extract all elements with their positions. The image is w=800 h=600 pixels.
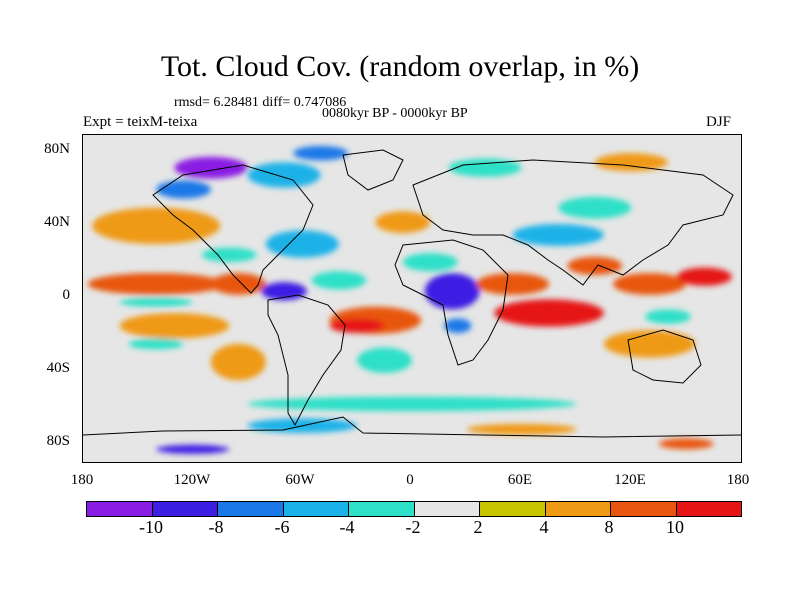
colorbar-box-0 (87, 502, 153, 516)
anomaly-region-15 (424, 273, 480, 310)
map-panel (82, 134, 742, 463)
coast-greenland (342, 149, 404, 191)
colorbar-box-8 (611, 502, 677, 516)
colorbar-label-m10: -10 (139, 517, 163, 537)
coast-antarctica (83, 416, 741, 438)
colorbar-box-2 (218, 502, 284, 516)
anomaly-region-24 (603, 330, 696, 358)
anomaly-region-18 (494, 299, 604, 327)
anomaly-region-8 (265, 230, 339, 258)
anomaly-region-1 (87, 273, 225, 295)
anomaly-region-35 (466, 423, 577, 435)
colorbar-label-4: 4 (539, 517, 549, 537)
anomaly-region-3 (119, 313, 230, 339)
anomaly-region-19 (512, 224, 604, 246)
colorbar-label-m6: -6 (274, 517, 290, 537)
lat-label-40n: 40N (44, 214, 70, 230)
anomaly-fields (87, 145, 732, 454)
anomaly-region-21 (567, 256, 623, 275)
anomaly-region-20 (558, 196, 632, 219)
time-period-label: 0080kyr BP - 0000kyr BP (322, 106, 468, 121)
anomaly-region-16 (443, 318, 472, 334)
anomaly-region-11 (329, 318, 385, 334)
colorbar-box-5 (414, 502, 480, 516)
lon-label-120e: 120E (614, 472, 646, 488)
anomaly-region-12 (357, 347, 413, 373)
lon-label-60w: 60W (285, 472, 315, 488)
colorbar-box-1 (152, 502, 218, 516)
anomaly-region-13 (375, 211, 431, 234)
anomaly-region-27 (156, 180, 211, 199)
anomaly-region-4 (210, 343, 266, 381)
coast-australia (627, 329, 702, 384)
coast-south-america (267, 294, 346, 427)
colorbar-box-3 (283, 502, 349, 516)
lon-label-180e: 180 (726, 472, 750, 488)
rmsd-diff-stats: rmsd= 6.28481 diff= 0.747086 (174, 95, 347, 110)
colorbar-box-6 (480, 502, 546, 516)
anomaly-region-17 (475, 273, 550, 295)
colorbar-box-7 (545, 502, 611, 516)
anomaly-region-36 (156, 444, 230, 454)
anomaly-region-22 (613, 273, 687, 295)
colorbar-label-10: 10 (666, 517, 684, 537)
anomaly-region-9 (311, 271, 367, 290)
anomaly-region-26 (128, 338, 184, 350)
anomaly-region-25 (645, 309, 691, 324)
chart-title: Tot. Cloud Cov. (random overlap, in %) (160, 50, 640, 83)
anomaly-region-6 (201, 247, 257, 263)
lat-label-80n: 80N (44, 141, 70, 157)
anomaly-region-29 (247, 162, 321, 188)
lat-label-40s: 40S (46, 360, 70, 376)
lon-label-120w: 120W (173, 472, 211, 488)
lat-label-0: 0 (62, 287, 71, 303)
lat-label-80s: 80S (46, 433, 70, 449)
anomaly-region-23 (677, 267, 732, 286)
anomaly-region-2 (119, 297, 193, 307)
lon-label-0: 0 (406, 472, 414, 488)
colorbar-label-8: 8 (604, 517, 614, 537)
coastlines (83, 149, 741, 438)
coast-north-america (152, 164, 314, 294)
lon-label-180w: 180 (70, 472, 94, 488)
colorbar (86, 501, 742, 517)
coast-africa (394, 239, 509, 366)
colorbar-box-4 (349, 502, 415, 516)
anomaly-region-32 (594, 153, 668, 172)
cloud-cover-map (83, 135, 741, 462)
colorbar-label-m4: -4 (339, 517, 355, 537)
anomaly-region-30 (293, 145, 349, 161)
colorbar-label-m2: -2 (405, 517, 421, 537)
lon-label-60e: 60E (507, 472, 533, 488)
anomaly-region-37 (658, 438, 714, 450)
anomaly-region-33 (247, 396, 577, 412)
colorbar-label-m8: -8 (208, 517, 224, 537)
anomaly-region-28 (174, 156, 248, 179)
colorbar-box-9 (676, 502, 741, 516)
anomaly-region-14 (402, 253, 458, 272)
anomaly-region-5 (210, 273, 266, 295)
season-label: DJF (706, 114, 732, 130)
anomaly-region-31 (448, 158, 522, 177)
experiment-label: Expt = teixM-teixa (83, 114, 198, 130)
anomaly-region-0 (92, 207, 221, 244)
coast-eurasia (412, 159, 734, 286)
colorbar-label-2: 2 (473, 517, 483, 537)
